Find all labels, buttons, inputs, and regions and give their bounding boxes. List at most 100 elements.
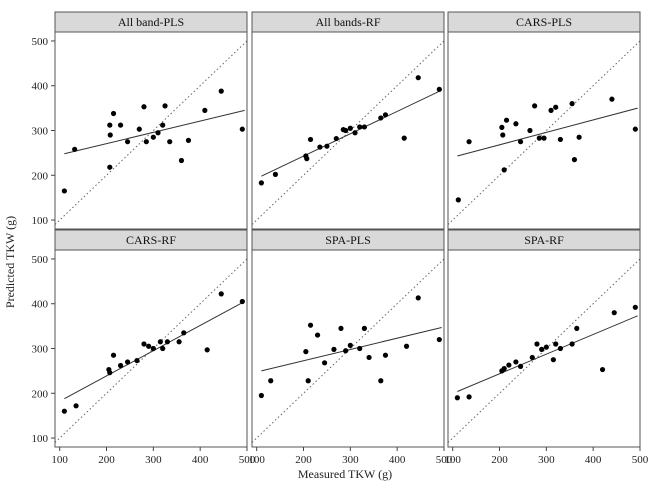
- data-point: [553, 104, 559, 110]
- data-point: [548, 107, 554, 113]
- panel-4: CARS-RF 100 200 300 400 500 100 200 300 400 500: [32, 229, 256, 466]
- x-tick-label: 500: [436, 454, 453, 466]
- panel-title: CARS-RF: [126, 233, 176, 247]
- data-point: [343, 127, 349, 134]
- data-point: [609, 96, 615, 102]
- data-point: [72, 146, 78, 152]
- data-point: [107, 370, 113, 376]
- data-point: [499, 124, 505, 130]
- data-point: [436, 86, 442, 92]
- x-tick-label: 100: [51, 454, 68, 466]
- data-point: [553, 341, 559, 347]
- data-point: [218, 88, 224, 94]
- data-point: [536, 135, 542, 141]
- y-tick-label: 100: [32, 433, 49, 445]
- data-point: [157, 339, 163, 345]
- x-tick-label: 300: [145, 454, 162, 466]
- data-point: [382, 112, 389, 118]
- panel-border: [447, 249, 641, 448]
- panel-border: [251, 249, 445, 448]
- data-point: [576, 134, 582, 140]
- data-point: [501, 167, 507, 173]
- data-point: [268, 378, 274, 384]
- data-point: [534, 341, 540, 347]
- reference-line-1to1: [448, 258, 640, 443]
- data-point: [382, 352, 389, 358]
- data-point: [304, 156, 310, 162]
- panel-title: CARS-PLS: [516, 15, 572, 29]
- data-point: [338, 325, 344, 331]
- data-point: [218, 291, 224, 297]
- data-point: [202, 107, 208, 113]
- panel-6: SPA-RF 100 200 300 400 500: [444, 229, 649, 466]
- x-tick-label: 100: [444, 454, 461, 466]
- data-point: [571, 157, 578, 163]
- data-point: [307, 136, 314, 143]
- data-point: [303, 349, 309, 355]
- data-point: [436, 336, 442, 343]
- data-point: [517, 363, 524, 370]
- data-point: [160, 345, 166, 352]
- x-tick-label: 300: [342, 454, 359, 466]
- x-tick-label: 500: [632, 454, 649, 466]
- panel-3: CARS-PLS: [447, 11, 641, 230]
- data-point: [107, 132, 113, 138]
- data-point: [506, 362, 512, 368]
- data-point: [141, 104, 147, 110]
- data-point: [455, 197, 461, 203]
- reference-line-1to1: [55, 258, 247, 443]
- data-point: [272, 171, 279, 177]
- x-tick-label: 100: [248, 454, 265, 466]
- data-point: [73, 403, 79, 409]
- fit-line: [261, 326, 442, 372]
- data-point: [124, 139, 131, 145]
- data-point: [61, 188, 67, 194]
- data-point: [632, 126, 638, 132]
- data-point: [141, 341, 147, 347]
- data-point: [258, 392, 264, 399]
- data-point: [529, 354, 535, 361]
- facet-panels: All band-PLS 100 200 300 400 500 All bands-RF C…: [32, 11, 649, 466]
- panel-1: All band-PLS 100 200 300 400 500: [32, 11, 248, 230]
- x-tick-label: 500: [239, 454, 256, 466]
- data-point: [324, 143, 330, 149]
- data-point: [110, 352, 117, 358]
- data-point: [136, 126, 142, 132]
- data-point: [357, 345, 363, 352]
- data-point: [466, 139, 472, 145]
- fit-line: [457, 315, 638, 392]
- panel-title: All bands-RF: [315, 15, 380, 29]
- data-point: [503, 117, 510, 123]
- data-point: [239, 298, 245, 305]
- data-point: [352, 130, 358, 136]
- data-point: [117, 362, 124, 369]
- data-point: [513, 359, 519, 365]
- data-point: [378, 115, 384, 121]
- data-point: [321, 360, 328, 366]
- data-point: [466, 394, 472, 400]
- data-point: [501, 366, 507, 372]
- data-point: [361, 124, 367, 130]
- data-point: [307, 322, 314, 328]
- panel-2: All bands-RF: [251, 11, 445, 230]
- data-point: [331, 346, 337, 352]
- data-point: [415, 75, 421, 81]
- data-point: [539, 346, 545, 352]
- data-point: [167, 139, 173, 145]
- fit-line: [261, 89, 442, 177]
- data-point: [454, 395, 460, 401]
- data-point: [541, 135, 547, 141]
- data-point: [162, 103, 168, 109]
- data-point: [569, 341, 575, 347]
- data-point: [569, 101, 575, 107]
- x-tick-label: 200: [491, 454, 508, 466]
- data-point: [611, 310, 617, 316]
- data-point: [550, 357, 556, 363]
- x-tick-label: 400: [389, 454, 406, 466]
- y-tick-label: 200: [32, 170, 49, 182]
- data-point: [61, 408, 67, 414]
- panel-title: SPA-RF: [524, 233, 564, 247]
- data-point: [403, 343, 410, 349]
- y-tick-label: 400: [32, 81, 49, 93]
- data-point: [305, 378, 311, 384]
